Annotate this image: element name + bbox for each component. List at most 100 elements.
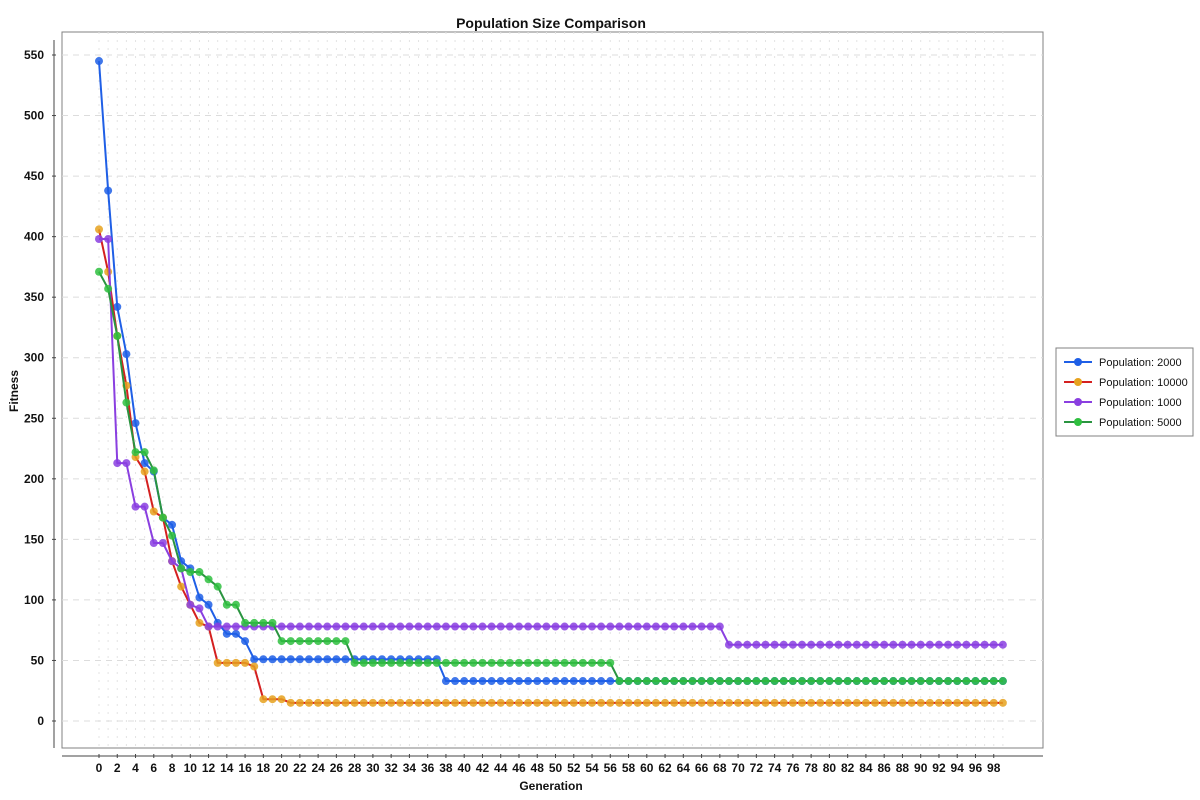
x-tick-label: 86 <box>878 761 892 775</box>
data-point <box>396 658 405 667</box>
data-point <box>469 698 478 707</box>
axes <box>53 40 1043 757</box>
x-tick-label: 2 <box>114 761 121 775</box>
data-point <box>934 698 943 707</box>
data-point <box>798 698 807 707</box>
data-point <box>871 698 880 707</box>
data-point <box>816 698 825 707</box>
data-point <box>588 622 597 631</box>
x-tick-label: 18 <box>257 761 271 775</box>
data-point <box>980 698 989 707</box>
x-tick-label: 22 <box>293 761 307 775</box>
data-point <box>158 539 167 547</box>
data-point <box>962 677 971 686</box>
data-point <box>423 698 432 707</box>
x-tick-label: 94 <box>951 761 965 775</box>
x-tick-label: 84 <box>859 761 873 775</box>
x-tick-label: 50 <box>549 761 563 775</box>
data-point <box>889 677 898 686</box>
data-point <box>843 698 852 707</box>
series-line <box>99 238 1003 646</box>
data-point <box>953 698 962 707</box>
data-point <box>898 640 907 649</box>
data-point <box>524 658 533 667</box>
data-point <box>168 531 177 540</box>
data-point <box>770 640 779 649</box>
data-point <box>542 698 551 707</box>
data-point <box>304 622 313 631</box>
data-point <box>989 698 998 707</box>
data-point <box>104 186 113 195</box>
data-point <box>898 698 907 707</box>
data-point <box>588 658 597 667</box>
data-point <box>204 575 213 584</box>
data-point <box>560 658 569 667</box>
data-point <box>651 677 660 686</box>
data-point <box>140 459 149 468</box>
data-point <box>186 600 195 609</box>
data-point <box>861 677 870 686</box>
data-point <box>524 677 533 686</box>
series-line <box>98 229 1003 704</box>
data-point <box>825 698 834 707</box>
x-tick-label: 48 <box>531 761 545 775</box>
data-point <box>834 640 843 649</box>
x-tick-label: 38 <box>439 761 453 775</box>
data-point <box>286 655 295 664</box>
data-point <box>816 677 825 686</box>
data-point <box>414 698 423 707</box>
x-tick-label: 28 <box>348 761 362 775</box>
data-point <box>734 677 743 686</box>
y-axis-ticks: 0 50 100 150 200 250 300 350 400 450 500 550 <box>24 48 56 728</box>
data-point <box>451 658 460 667</box>
data-point <box>323 698 332 707</box>
data-point <box>715 698 724 707</box>
data-point <box>798 640 807 649</box>
data-point <box>615 622 624 631</box>
data-point <box>387 698 396 707</box>
data-point <box>989 640 998 649</box>
data-point <box>95 235 103 244</box>
legend-swatch-marker <box>1074 418 1082 426</box>
y-tick-label: 0 <box>37 714 44 728</box>
data-point <box>405 622 414 631</box>
data-point <box>487 658 496 667</box>
y-tick-label: 300 <box>24 351 44 365</box>
data-point <box>332 622 341 631</box>
data-point <box>304 637 313 646</box>
data-point <box>569 677 578 686</box>
data-point <box>852 698 861 707</box>
series-population-10000 <box>95 225 1007 707</box>
x-tick-label: 40 <box>458 761 472 775</box>
data-point <box>697 698 706 707</box>
x-tick-label: 44 <box>494 761 508 775</box>
x-tick-label: 52 <box>567 761 581 775</box>
legend-item: Population: 5000 <box>1064 417 1182 429</box>
data-point <box>441 622 450 631</box>
data-point <box>743 677 752 686</box>
x-tick-label: 58 <box>622 761 636 775</box>
data-point <box>953 677 962 686</box>
data-point <box>149 466 158 475</box>
data-point <box>743 698 752 707</box>
legend-swatch-marker <box>1074 358 1082 366</box>
data-point <box>788 698 797 707</box>
data-point <box>770 698 779 707</box>
data-point <box>880 698 889 707</box>
data-point <box>332 637 341 646</box>
data-point <box>451 622 460 631</box>
data-point <box>578 622 587 631</box>
data-point <box>533 622 542 631</box>
x-tick-label: 32 <box>384 761 398 775</box>
data-point <box>131 448 140 457</box>
data-point <box>569 622 578 631</box>
data-point <box>861 640 870 649</box>
data-point <box>204 622 213 631</box>
data-point <box>341 622 350 631</box>
data-point <box>880 677 889 686</box>
data-point <box>478 677 487 686</box>
data-point <box>788 677 797 686</box>
data-point <box>706 622 715 631</box>
x-tick-label: 98 <box>987 761 1001 775</box>
x-tick-label: 66 <box>695 761 709 775</box>
